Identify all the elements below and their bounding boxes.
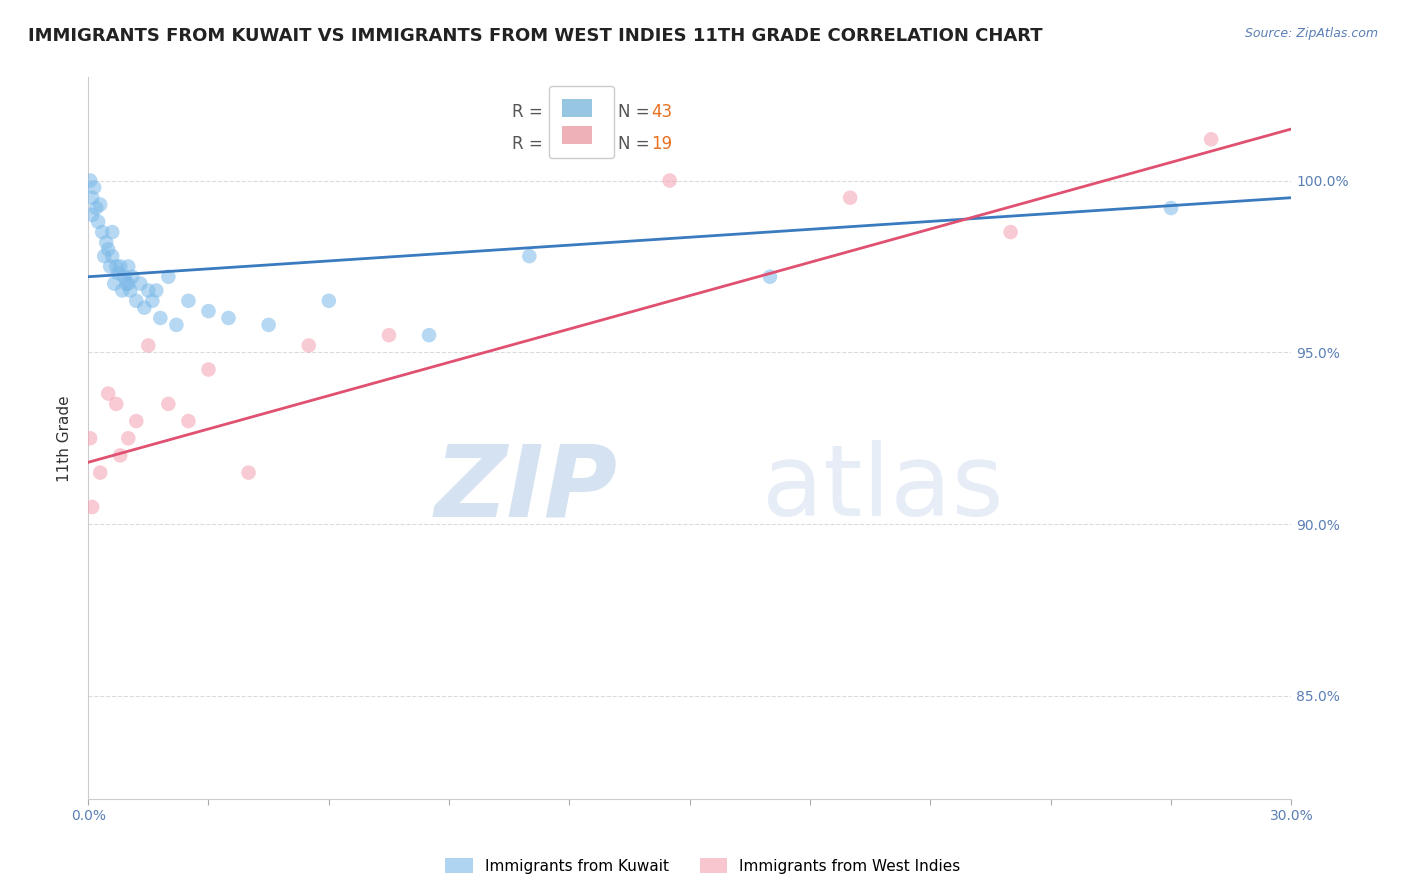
Point: [1000, 225, 1022, 239]
Point: [93, 249, 115, 263]
Point: [141, 293, 163, 308]
Point: [82, 191, 104, 205]
Point: [117, 260, 139, 274]
Text: atlas: atlas: [762, 441, 1004, 537]
Point: [1199, 132, 1222, 146]
Point: [149, 310, 172, 325]
Point: [96, 235, 118, 250]
Point: [257, 318, 280, 332]
Point: [238, 466, 260, 480]
Point: [83, 180, 105, 194]
Y-axis label: 11th Grade: 11th Grade: [58, 395, 72, 482]
Point: [110, 260, 132, 274]
Text: Source: ZipAtlas.com: Source: ZipAtlas.com: [1244, 27, 1378, 40]
Point: [107, 266, 129, 280]
Point: [91, 225, 114, 239]
Text: IMMIGRANTS FROM KUWAIT VS IMMIGRANTS FROM WEST INDIES 11TH GRADE CORRELATION CHA: IMMIGRANTS FROM KUWAIT VS IMMIGRANTS FRO…: [28, 27, 1043, 45]
Point: [82, 500, 104, 514]
Point: [378, 328, 401, 343]
Point: [120, 284, 142, 298]
Point: [79, 173, 101, 187]
Point: [121, 269, 143, 284]
Point: [101, 249, 124, 263]
Point: [89, 197, 111, 211]
Text: 43: 43: [651, 103, 672, 120]
Point: [197, 304, 219, 318]
Legend: , : ,: [548, 86, 614, 158]
Point: [115, 277, 138, 291]
Point: [418, 328, 440, 343]
Point: [134, 301, 156, 315]
Point: [759, 269, 782, 284]
Point: [658, 173, 681, 187]
Text: 0.659: 0.659: [548, 136, 595, 153]
Point: [157, 269, 180, 284]
Point: [177, 293, 200, 308]
Point: [98, 260, 121, 274]
Text: N =: N =: [617, 136, 654, 153]
Point: [87, 215, 110, 229]
Point: [117, 431, 139, 445]
Text: ZIP: ZIP: [434, 441, 617, 537]
Point: [89, 466, 111, 480]
Point: [84, 201, 107, 215]
Text: R =: R =: [512, 103, 553, 120]
Text: 0.211: 0.211: [553, 103, 600, 120]
Point: [97, 242, 120, 256]
Point: [136, 284, 159, 298]
Point: [110, 449, 132, 463]
Point: [145, 284, 167, 298]
Point: [177, 414, 200, 428]
Point: [1160, 201, 1182, 215]
Text: 19: 19: [651, 136, 672, 153]
Point: [218, 310, 240, 325]
Point: [105, 260, 128, 274]
Point: [125, 293, 148, 308]
Point: [79, 431, 101, 445]
Point: [103, 277, 125, 291]
Point: [165, 318, 187, 332]
Point: [112, 269, 135, 284]
Point: [839, 191, 862, 205]
Point: [105, 397, 128, 411]
Point: [157, 397, 180, 411]
Point: [117, 277, 139, 291]
Point: [97, 386, 120, 401]
Point: [125, 414, 148, 428]
Point: [136, 338, 159, 352]
Point: [101, 225, 124, 239]
Point: [82, 208, 104, 222]
Point: [111, 284, 134, 298]
Point: [517, 249, 540, 263]
Point: [129, 277, 152, 291]
Point: [318, 293, 340, 308]
Text: N =: N =: [617, 103, 654, 120]
Point: [197, 362, 219, 376]
Point: [298, 338, 321, 352]
Text: R =: R =: [512, 136, 548, 153]
Legend: Immigrants from Kuwait, Immigrants from West Indies: Immigrants from Kuwait, Immigrants from …: [439, 852, 967, 880]
